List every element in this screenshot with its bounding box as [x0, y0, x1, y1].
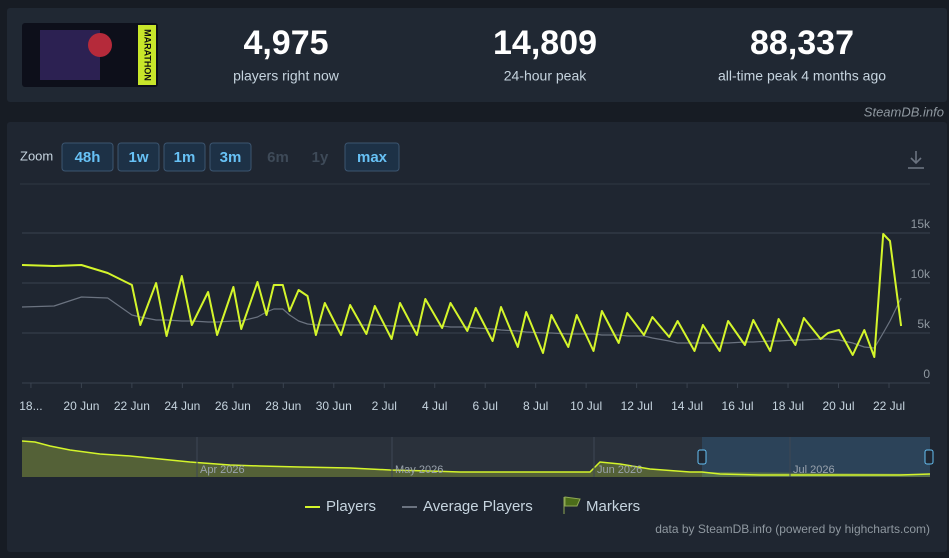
x-tick-label: 4 Jul — [422, 399, 447, 413]
stat-value: 4,975 — [243, 24, 328, 62]
art-title: MARATHON — [143, 29, 153, 81]
legend-label[interactable]: Average Players — [423, 498, 533, 515]
y-tick-label: 10k — [911, 267, 931, 281]
x-tick-label: 20 Jun — [63, 399, 99, 413]
zoom-label: Zoom — [20, 148, 53, 163]
credit: data by SteamDB.info (powered by highcha… — [655, 522, 930, 536]
legend: Players Average Players — [305, 498, 533, 515]
y-tick-label: 0 — [923, 367, 930, 381]
navigator-label: Apr 2026 — [200, 464, 245, 476]
x-tick-label: 18... — [19, 399, 42, 413]
stat-caption: players right now — [233, 68, 340, 84]
navigator-label: Jul 2026 — [793, 464, 835, 476]
source-link[interactable]: SteamDB.info — [864, 104, 944, 119]
zoom-button-label[interactable]: max — [357, 149, 388, 166]
x-tick-label: 14 Jul — [671, 399, 703, 413]
navigator-area — [22, 441, 930, 477]
navigator-label: Jun 2026 — [597, 464, 642, 476]
zoom-button-label: 6m — [267, 149, 289, 166]
zoom-button[interactable] — [344, 142, 400, 172]
markers-legend-icon[interactable] — [563, 496, 581, 514]
x-tick-label: 2 Jul — [372, 399, 397, 413]
art-figure — [40, 30, 100, 80]
x-tick-label: 20 Jul — [823, 399, 855, 413]
zoom-buttons: 48h 1w 1m 3m 6m 1y max — [61, 142, 400, 172]
navigator-handle[interactable] — [697, 449, 707, 465]
art-banner — [138, 25, 156, 85]
x-tick-label: 8 Jul — [523, 399, 548, 413]
plot: 0 5k 10k 15k 18... 20 Jun 22 Jun 24 Jun 26 Jun 28… — [19, 217, 931, 413]
chart-panel — [7, 122, 947, 552]
stat-value: 14,809 — [493, 24, 597, 62]
zoom-button[interactable] — [117, 142, 160, 172]
stat-value: 88,337 — [750, 24, 854, 62]
navigator-line — [21, 440, 931, 476]
x-tick-label: 16 Jul — [722, 399, 754, 413]
zoom-button-label[interactable]: 48h — [75, 149, 101, 166]
legend-label[interactable]: Players — [326, 498, 376, 515]
navigator-labels: Apr 2026 May 2026 Jun 2026 Jul 2026 — [196, 437, 835, 477]
x-tick-label: 30 Jun — [316, 399, 352, 413]
zoom-button-label: 1y — [312, 149, 329, 166]
zoom-button[interactable] — [163, 142, 206, 172]
zoom-button[interactable] — [209, 142, 252, 172]
header-panel — [7, 8, 947, 102]
zoom-button[interactable] — [61, 142, 114, 172]
zoom-button-label[interactable]: 3m — [220, 149, 242, 166]
x-tick-label: 24 Jun — [164, 399, 200, 413]
art-figure — [88, 33, 112, 57]
y-tick-label: 15k — [911, 217, 931, 231]
players-line — [21, 233, 903, 358]
y-tick-label: 5k — [917, 317, 931, 331]
zoom-button-label[interactable]: 1m — [174, 149, 196, 166]
navigator-label: May 2026 — [395, 464, 443, 476]
x-tick-label: 26 Jun — [215, 399, 251, 413]
navigator-handle[interactable] — [924, 449, 934, 465]
average-line — [21, 296, 902, 349]
x-tick-label: 6 Jul — [473, 399, 498, 413]
navigator-selection[interactable] — [702, 437, 930, 477]
x-tick-label: 18 Jul — [772, 399, 804, 413]
x-tick-label: 12 Jul — [621, 399, 653, 413]
x-tick-label: 22 Jun — [114, 399, 150, 413]
download-icon[interactable] — [908, 151, 924, 169]
stat-caption: all-time peak 4 months ago — [718, 68, 886, 84]
x-tick-label: 22 Jul — [873, 399, 905, 413]
zoom-button-label[interactable]: 1w — [128, 149, 148, 166]
stat-caption: 24-hour peak — [504, 68, 588, 84]
legend-label[interactable]: Markers — [586, 498, 640, 515]
x-tick-label: 28 Jun — [265, 399, 301, 413]
x-tick-label: 10 Jul — [570, 399, 602, 413]
